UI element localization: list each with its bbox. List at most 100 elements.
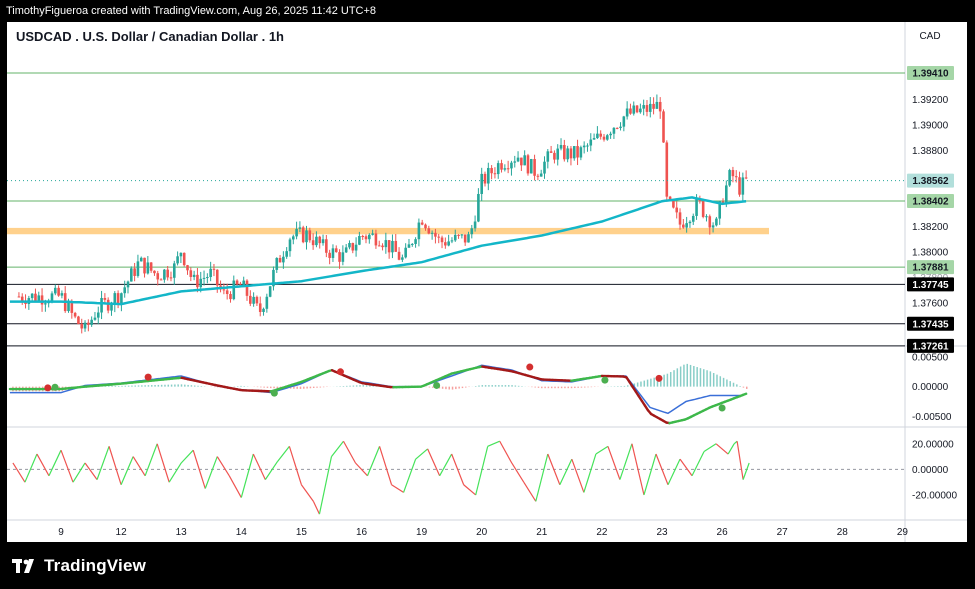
candle[interactable] (394, 233, 398, 252)
candle[interactable] (688, 220, 692, 228)
candle[interactable] (470, 224, 474, 239)
candle[interactable] (536, 173, 540, 181)
candle[interactable] (272, 266, 275, 291)
candle[interactable] (265, 293, 269, 313)
candle[interactable] (291, 234, 295, 245)
candle[interactable] (202, 270, 206, 286)
candle[interactable] (301, 225, 305, 244)
candle[interactable] (655, 94, 659, 109)
candle[interactable] (331, 244, 335, 262)
candle[interactable] (341, 245, 345, 266)
candle[interactable] (662, 109, 665, 143)
candle[interactable] (401, 254, 404, 263)
candle[interactable] (728, 168, 731, 187)
candle[interactable] (678, 208, 682, 230)
candle[interactable] (529, 158, 533, 174)
candle[interactable] (434, 228, 437, 244)
candle[interactable] (589, 133, 593, 152)
candle[interactable] (503, 164, 507, 172)
candle[interactable] (364, 234, 368, 244)
candle[interactable] (463, 234, 467, 246)
candle[interactable] (513, 155, 517, 168)
candle[interactable] (447, 234, 450, 247)
candle[interactable] (639, 103, 642, 114)
candle[interactable] (473, 215, 477, 232)
candle[interactable] (387, 240, 391, 259)
candle[interactable] (576, 139, 579, 166)
candle[interactable] (298, 221, 302, 233)
candle[interactable] (149, 262, 153, 273)
candle[interactable] (47, 298, 50, 308)
candle[interactable] (586, 143, 589, 152)
cross-marker-3[interactable] (270, 389, 278, 397)
candle[interactable] (744, 170, 748, 180)
candle[interactable] (358, 231, 361, 246)
candle[interactable] (539, 169, 543, 177)
candle[interactable] (675, 201, 679, 219)
candle[interactable] (334, 245, 338, 253)
candle[interactable] (100, 290, 103, 320)
candle[interactable] (192, 270, 196, 281)
candle[interactable] (397, 247, 401, 261)
brand-logo[interactable]: TradingView (12, 556, 146, 576)
candle[interactable] (665, 140, 669, 202)
candle[interactable] (172, 260, 176, 285)
candle[interactable] (325, 235, 328, 258)
candle[interactable] (612, 127, 616, 139)
candle[interactable] (731, 166, 735, 183)
candle[interactable] (381, 243, 384, 251)
candle[interactable] (427, 225, 431, 235)
candle[interactable] (249, 290, 252, 307)
candle[interactable] (53, 284, 57, 296)
candle[interactable] (146, 256, 150, 275)
candle[interactable] (351, 242, 355, 254)
candle[interactable] (255, 295, 259, 307)
candle[interactable] (444, 237, 447, 249)
candle[interactable] (606, 133, 609, 141)
candle[interactable] (685, 216, 688, 233)
candle[interactable] (229, 291, 232, 303)
candle[interactable] (648, 97, 652, 118)
candle[interactable] (153, 270, 156, 276)
candle[interactable] (652, 97, 655, 115)
candle[interactable] (625, 101, 629, 120)
candle[interactable] (126, 280, 130, 294)
candle[interactable] (440, 235, 444, 249)
candle[interactable] (275, 257, 279, 273)
candle[interactable] (63, 286, 67, 313)
candle[interactable] (311, 233, 315, 250)
cross-marker-7[interactable] (601, 376, 609, 384)
candle[interactable] (506, 160, 510, 174)
candle[interactable] (169, 271, 173, 282)
candle[interactable] (602, 133, 606, 142)
candle[interactable] (572, 146, 576, 161)
candle[interactable] (741, 172, 745, 203)
candle[interactable] (718, 200, 721, 225)
candle[interactable] (116, 290, 120, 309)
candle[interactable] (410, 243, 414, 247)
candle[interactable] (278, 255, 282, 263)
candle[interactable] (460, 233, 464, 239)
candle[interactable] (430, 230, 434, 240)
candle[interactable] (321, 234, 325, 246)
candle[interactable] (242, 276, 246, 286)
candle[interactable] (219, 280, 222, 293)
candle[interactable] (77, 315, 80, 325)
cross-marker-8[interactable] (655, 374, 663, 382)
chart-canvas[interactable]: 1.39200 1.39000 1.38800 1.38200 1.38000 1.376… (7, 22, 967, 542)
candle[interactable] (166, 265, 169, 281)
candle[interactable] (27, 295, 31, 310)
candle[interactable] (258, 296, 262, 317)
candle[interactable] (642, 99, 645, 116)
candle[interactable] (615, 127, 619, 130)
candle[interactable] (34, 288, 37, 303)
candle[interactable] (520, 157, 523, 172)
candle[interactable] (371, 229, 374, 236)
candle[interactable] (582, 141, 586, 154)
candle[interactable] (17, 292, 21, 298)
candle[interactable] (295, 221, 298, 240)
candle[interactable] (136, 254, 140, 278)
candle[interactable] (682, 219, 685, 229)
candle[interactable] (708, 214, 712, 235)
candle[interactable] (559, 138, 563, 151)
